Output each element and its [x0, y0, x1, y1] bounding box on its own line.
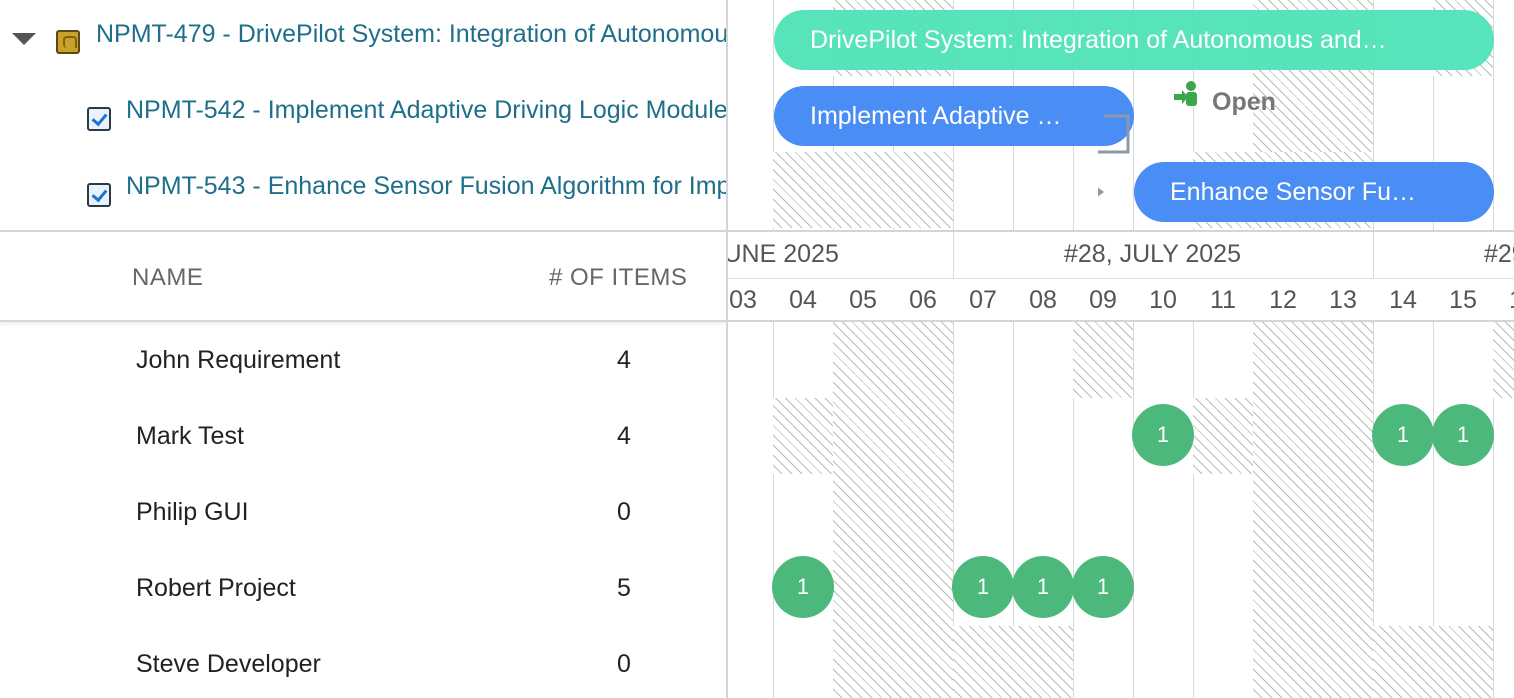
gantt-bar-label: Implement Adaptive …: [810, 102, 1062, 130]
day-gridline: [1133, 0, 1134, 698]
non-working-cell: [1493, 322, 1514, 398]
resource-item-count: 0: [617, 650, 631, 678]
task-row-npmt-542: NPMT-542 - Implement Adaptive Driving Lo…: [0, 78, 726, 154]
resource-name[interactable]: Robert Project: [136, 574, 296, 602]
day-label: 14: [1389, 286, 1417, 314]
task-link-npmt-543[interactable]: NPMT-543 - Enhance Sensor Fusion Algorit…: [126, 172, 726, 200]
task-row-npmt-479: NPMT-479 - DrivePilot System: Integratio…: [0, 2, 726, 78]
day-label: 10: [1149, 286, 1177, 314]
day-label: 08: [1029, 286, 1057, 314]
non-working-cell: [1073, 322, 1133, 398]
month-label: #29: [1484, 240, 1514, 268]
day-label: 12: [1269, 286, 1297, 314]
timeline-pane: DrivePilot System: Integration of Autono…: [728, 0, 1514, 698]
non-working-cell: [1373, 626, 1493, 698]
person-enter-icon: [1174, 81, 1197, 106]
day-label: 11: [1210, 286, 1236, 314]
non-working-cell: [953, 626, 1073, 698]
status-indicator: [1174, 80, 1200, 115]
pane-splitter[interactable]: [726, 0, 728, 698]
gantt-bar-label: DrivePilot System: Integration of Autono…: [810, 26, 1387, 54]
day-gridline: [1193, 0, 1194, 698]
task-link-npmt-542[interactable]: NPMT-542 - Implement Adaptive Driving Lo…: [126, 96, 726, 124]
non-working-cell: [773, 398, 833, 474]
non-working-cell: [773, 152, 953, 228]
gantt-bar-label: Enhance Sensor Fu…: [1170, 178, 1416, 206]
non-working-cell: [1253, 322, 1373, 698]
day-gridline: [953, 0, 954, 698]
day-label: 15: [1449, 286, 1477, 314]
resource-name[interactable]: Mark Test: [136, 422, 244, 450]
resource-name[interactable]: John Requirement: [136, 346, 341, 374]
month-divider: [1373, 232, 1374, 278]
story-checkbox-icon: [87, 107, 111, 131]
resource-item-count: 0: [617, 498, 631, 526]
day-label: 04: [789, 286, 817, 314]
workload-bubble[interactable]: 1: [1372, 404, 1434, 466]
day-gridline: [1433, 0, 1434, 698]
non-working-cell: [1193, 398, 1253, 474]
month-divider: [953, 232, 954, 278]
day-gridline: [1013, 0, 1014, 698]
gantt-bar-npmt-479[interactable]: DrivePilot System: Integration of Autono…: [774, 10, 1494, 70]
month-label: #28, JULY 2025: [1064, 240, 1241, 268]
month-label: JUNE 2025: [728, 240, 839, 268]
column-header-items[interactable]: # OF ITEMS: [549, 264, 688, 291]
day-gridline: [1373, 0, 1374, 698]
workload-bubble[interactable]: 1: [1072, 556, 1134, 618]
day-label: 13: [1329, 286, 1357, 314]
task-link-npmt-479[interactable]: NPMT-479 - DrivePilot System: Integratio…: [96, 20, 726, 48]
day-label: 06: [909, 286, 937, 314]
resource-name[interactable]: Philip GUI: [136, 498, 249, 526]
day-label: 09: [1089, 286, 1117, 314]
collapse-caret-icon[interactable]: [12, 33, 36, 45]
workload-bubble[interactable]: 1: [1132, 404, 1194, 466]
day-gridline: [773, 0, 774, 698]
day-label: 03: [729, 286, 757, 314]
dependency-arrow[interactable]: [1098, 110, 1158, 210]
non-working-cell: [833, 322, 953, 698]
resource-name[interactable]: Steve Developer: [136, 650, 321, 678]
story-checkbox-icon: [87, 183, 111, 207]
resource-item-count: 4: [617, 346, 631, 374]
resource-item-count: 5: [617, 574, 631, 602]
column-header-name[interactable]: NAME: [132, 264, 204, 291]
header-separator: [728, 278, 1514, 279]
resource-header: NAME # OF ITEMS: [0, 230, 726, 322]
workload-bubble[interactable]: 1: [952, 556, 1014, 618]
status-text: Open: [1212, 88, 1276, 116]
resource-item-count: 4: [617, 422, 631, 450]
timeline-header: JUNE 2025 #28, JULY 2025 #29 03 04 05 06…: [728, 230, 1514, 322]
day-label: 07: [969, 286, 997, 314]
workload-bubble[interactable]: 1: [1012, 556, 1074, 618]
gantt-bar-npmt-543[interactable]: Enhance Sensor Fu…: [1134, 162, 1494, 222]
day-label: 05: [849, 286, 877, 314]
workload-bubble[interactable]: 1: [1432, 404, 1494, 466]
epic-icon: [56, 30, 80, 54]
day-label: 16: [1493, 286, 1514, 315]
workload-bubble[interactable]: 1: [772, 556, 834, 618]
task-row-npmt-543: NPMT-543 - Enhance Sensor Fusion Algorit…: [0, 154, 726, 230]
gantt-bar-npmt-542[interactable]: Implement Adaptive …: [774, 86, 1134, 146]
